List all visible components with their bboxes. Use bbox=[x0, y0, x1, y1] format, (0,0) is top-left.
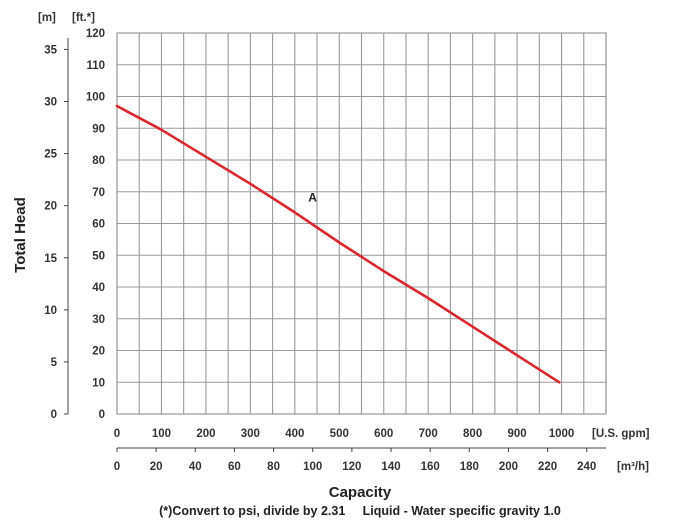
x-tick-label-m3h: 80 bbox=[267, 461, 280, 473]
y-unit-ft: [ft.*] bbox=[72, 12, 95, 24]
y-tick-label-ft: 80 bbox=[92, 155, 105, 167]
x-tick-label-gpm: 700 bbox=[419, 428, 438, 440]
y-tick-label-ft: 90 bbox=[92, 123, 105, 135]
x-tick-label-gpm: 800 bbox=[463, 428, 482, 440]
x-tick-label-m3h: 140 bbox=[381, 461, 400, 473]
x-axis-m3h-ticks: 0 20 40 60 80 100 120 140 160 180 200 220 240 bbox=[114, 448, 596, 473]
y-tick-label-ft: 110 bbox=[86, 60, 105, 72]
y-tick-label-ft: 0 bbox=[99, 409, 105, 421]
y-tick-label-m: 25 bbox=[44, 149, 57, 161]
x-tick-label-m3h: 20 bbox=[150, 461, 163, 473]
y-tick-label-ft: 10 bbox=[92, 377, 105, 389]
y-tick-label-ft: 60 bbox=[92, 219, 105, 231]
x-tick-label-gpm: 900 bbox=[507, 428, 526, 440]
x-tick-label-gpm: 500 bbox=[330, 428, 349, 440]
y-tick-label-ft: 100 bbox=[86, 92, 105, 104]
y-tick-label-ft: 50 bbox=[92, 250, 105, 262]
series-layer: A bbox=[115, 104, 561, 384]
y-tick-label-ft: 40 bbox=[92, 282, 105, 294]
y-tick-label-ft: 20 bbox=[92, 346, 105, 358]
x-tick-label-gpm: 300 bbox=[241, 428, 260, 440]
y-axis-ft-ticks: 0 10 20 30 40 50 60 70 80 90 100 110 120 bbox=[86, 28, 105, 421]
y-tick-label-m: 20 bbox=[44, 201, 57, 213]
axes bbox=[67, 38, 606, 449]
y-tick-label-ft: 30 bbox=[92, 314, 105, 326]
x-tick-label-gpm: 100 bbox=[152, 428, 171, 440]
y-tick-label-ft: 70 bbox=[92, 187, 105, 199]
x-tick-label-m3h: 60 bbox=[228, 461, 241, 473]
x-tick-label-gpm: 400 bbox=[285, 428, 304, 440]
x-tick-label-m3h: 100 bbox=[303, 461, 322, 473]
footnote: (*)Convert to psi, divide by 2.31 Liquid… bbox=[159, 504, 561, 518]
y-axis-title: Total Head bbox=[12, 197, 29, 273]
y-tick-label-m: 15 bbox=[44, 253, 57, 265]
y-unit-m: [m] bbox=[38, 12, 56, 24]
x-tick-label-m3h: 200 bbox=[499, 461, 518, 473]
x-tick-label-m3h: 40 bbox=[189, 461, 202, 473]
y-tick-label-m: 10 bbox=[44, 305, 57, 317]
y-tick-label-m: 35 bbox=[44, 44, 57, 56]
x-axis-title: Capacity bbox=[329, 484, 392, 501]
x-tick-label-m3h: 240 bbox=[577, 461, 596, 473]
x-unit-m3h: [m³/h] bbox=[617, 461, 649, 473]
y-axis-m-ticks: 0 5 10 15 20 25 30 35 bbox=[44, 44, 68, 421]
y-tick-label-ft: 120 bbox=[86, 28, 105, 40]
x-unit-gpm: [U.S. gpm] bbox=[592, 428, 650, 440]
x-tick-label-gpm: 0 bbox=[114, 428, 120, 440]
y-tick-label-m: 0 bbox=[51, 409, 57, 421]
x-tick-label-m3h: 0 bbox=[114, 461, 120, 473]
x-tick-label-gpm: 1000 bbox=[549, 428, 575, 440]
series-line-a bbox=[115, 104, 561, 384]
grid-lines bbox=[116, 32, 607, 415]
x-tick-label-m3h: 120 bbox=[342, 461, 361, 473]
x-tick-label-m3h: 220 bbox=[538, 461, 557, 473]
x-tick-label-gpm: 600 bbox=[374, 428, 393, 440]
x-tick-label-gpm: 200 bbox=[196, 428, 215, 440]
y-tick-label-m: 30 bbox=[44, 97, 57, 109]
x-tick-label-m3h: 180 bbox=[460, 461, 479, 473]
x-tick-label-m3h: 160 bbox=[421, 461, 440, 473]
curve-label: A bbox=[308, 190, 317, 204]
y-tick-label-m: 5 bbox=[51, 357, 58, 369]
x-axis-gpm-ticks: 0 100 200 300 400 500 600 700 800 900 1000 bbox=[114, 428, 575, 440]
